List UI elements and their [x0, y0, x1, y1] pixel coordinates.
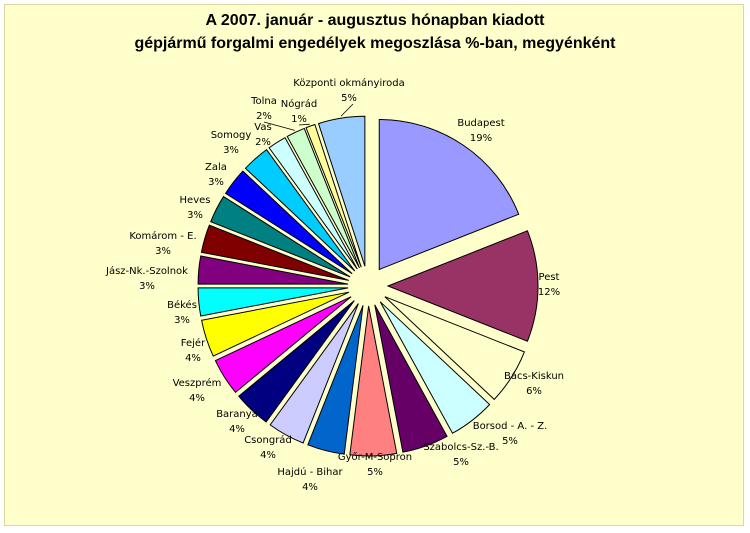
slice-label-somogy: Somogy 3% — [211, 130, 252, 156]
pie-slice-baranya — [238, 300, 355, 423]
pie-slice-kozponti-okmanyiroda — [317, 115, 366, 267]
slice-label-jasz-nk-szolnok: Jász-Nk.-Szolnok 3% — [105, 265, 188, 292]
pie-slice-jasz-nk-szolnok — [197, 255, 349, 285]
pie-slice-vas — [268, 136, 358, 270]
slice-label-gyor-m-sopron: Győr-M-Sopron 5% — [338, 451, 412, 478]
pie-slice-budapest — [378, 118, 520, 271]
slice-label-bekes: Békés 3% — [167, 299, 197, 326]
slice-label-komarom-e: Komárom - E. 3% — [129, 230, 196, 257]
slice-label-baranya: Baranya 4% — [216, 409, 258, 435]
chart-subtitle: gépjármű forgalmi engedélyek megoszlása … — [134, 35, 616, 52]
pie-slice-tolna — [286, 127, 360, 269]
slice-label-csongrad: Csongrád 4% — [244, 434, 292, 461]
slice-label-budapest: Budapest 19% — [457, 118, 504, 144]
slice-label-nograd: Nógrád 1% — [281, 98, 318, 125]
slice-label-vas: Vas 2% — [254, 122, 271, 148]
slice-label-zala: Zala 3% — [205, 162, 227, 188]
pie-slice-veszprem — [214, 296, 352, 394]
pie-slice-nograd — [305, 123, 362, 268]
pie-slice-gyor-m-sopron — [349, 305, 398, 457]
pie-slice-fejer — [201, 291, 350, 357]
pie-slice-pest — [386, 230, 539, 342]
pie-slice-borsod-a-z — [379, 301, 491, 434]
pie-slice-heves — [210, 195, 351, 278]
pie-slice-bacs-kiskun — [384, 296, 526, 401]
leader-line-nograd — [298, 123, 310, 126]
pie-chart: A 2007. január - augusztus hónapban kiad… — [105, 12, 616, 493]
slice-label-hajdu-bihar: Hajdú - Bihar 4% — [277, 466, 343, 493]
leader-line-kozponti-okmanyiroda — [340, 103, 354, 117]
chart-area: A 2007. január - augusztus hónapban kiad… — [4, 4, 744, 526]
leader-line-tolna — [263, 121, 295, 131]
slice-label-pest: Pest 12% — [538, 272, 560, 298]
slice-label-veszprem: Veszprém 4% — [173, 377, 222, 404]
pie-slice-komarom-e — [200, 224, 349, 281]
chart-title: A 2007. január - augusztus hónapban kiad… — [205, 12, 545, 29]
slice-label-heves: Heves 3% — [180, 195, 211, 221]
pie-slice-zala — [224, 170, 353, 275]
pie-slice-bekes — [197, 287, 349, 317]
slice-label-fejer: Fejér 4% — [181, 337, 206, 364]
slice-label-kozponti-okmanyiroda: Központi okmányiroda 5% — [293, 77, 404, 104]
pie-slice-csongrad — [269, 303, 359, 444]
pie-slice-hajdu-bihar — [307, 305, 364, 455]
slice-label-bacs-kiskun: Bács-Kiskun 6% — [504, 370, 564, 397]
pie-slice-somogy — [244, 148, 356, 272]
pie-slice-szabolcs-sz-b — [374, 304, 448, 453]
slice-label-tolna: Tolna 2% — [250, 96, 277, 122]
slice-label-szabolcs-sz-b: Szabolcs-Sz.-B. 5% — [423, 442, 498, 468]
slice-label-borsod-a-z: Borsod - A. - Z. 5% — [473, 421, 548, 447]
